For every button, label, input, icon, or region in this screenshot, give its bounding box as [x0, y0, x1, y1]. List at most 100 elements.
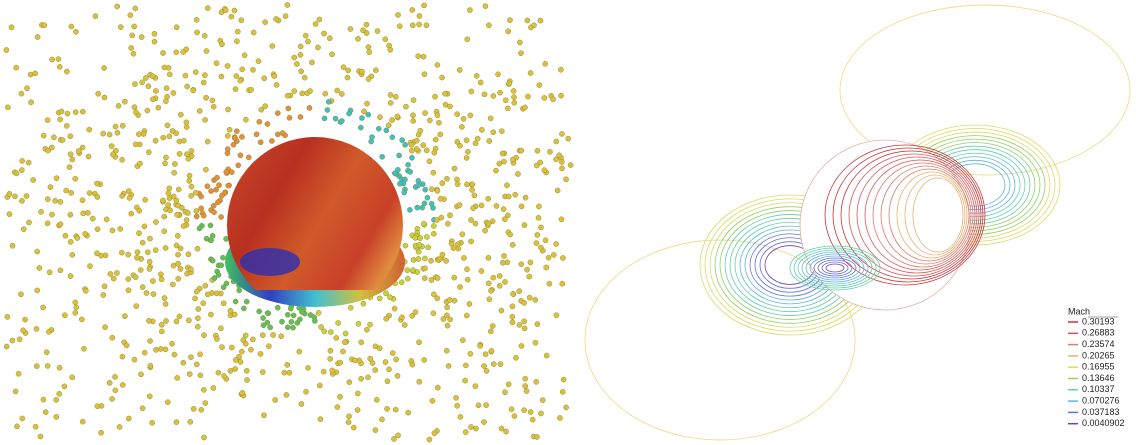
particle	[510, 291, 516, 297]
particle	[33, 326, 40, 332]
particle	[234, 38, 240, 44]
particle	[72, 109, 79, 115]
particle	[23, 193, 30, 199]
particle	[218, 214, 224, 220]
particle	[387, 100, 394, 106]
particle	[79, 316, 85, 323]
particle	[202, 117, 208, 123]
particle	[188, 183, 195, 190]
particle	[279, 130, 286, 136]
particle	[158, 276, 165, 283]
contour-view	[584, 4, 1131, 441]
particle	[278, 333, 284, 340]
particle	[211, 275, 218, 281]
particle	[237, 359, 244, 365]
particle	[477, 343, 483, 349]
particle	[428, 257, 434, 264]
particle	[473, 73, 480, 79]
particle	[122, 313, 128, 319]
particle	[410, 97, 417, 103]
particle	[463, 362, 469, 369]
particle	[294, 61, 300, 67]
particle	[451, 274, 458, 281]
particle	[325, 99, 332, 105]
particle	[250, 336, 256, 343]
particle	[261, 412, 267, 419]
particle	[546, 280, 553, 287]
particle	[127, 12, 134, 18]
particle	[123, 342, 130, 349]
particle	[129, 32, 136, 39]
particle	[151, 38, 158, 45]
particle	[179, 204, 185, 211]
particle	[547, 149, 553, 155]
particle	[80, 210, 87, 217]
particle	[101, 65, 107, 71]
particle	[243, 368, 250, 374]
particle	[527, 409, 534, 415]
particle	[297, 316, 303, 323]
particle	[463, 155, 470, 161]
particle	[149, 419, 155, 426]
particle	[200, 212, 207, 219]
particle	[462, 429, 469, 435]
contour	[813, 257, 857, 279]
particle	[454, 241, 461, 248]
particle	[417, 127, 424, 134]
particle	[146, 393, 153, 400]
particle	[66, 164, 73, 170]
particle	[429, 186, 435, 192]
particle	[260, 315, 266, 321]
particle	[426, 436, 433, 443]
particle	[279, 318, 285, 325]
particle	[543, 264, 550, 271]
particle	[396, 23, 403, 29]
particle	[177, 266, 184, 272]
particle	[186, 317, 192, 324]
particle	[19, 198, 25, 204]
particle	[51, 134, 57, 141]
particle	[359, 68, 365, 75]
particle	[197, 351, 203, 358]
particle	[434, 295, 441, 302]
particle	[291, 88, 298, 94]
particle	[543, 352, 550, 359]
particle	[106, 131, 113, 138]
particle	[19, 415, 26, 422]
particle	[509, 303, 516, 310]
particle	[34, 34, 41, 40]
particle	[321, 30, 327, 37]
particle	[436, 119, 442, 126]
particle	[250, 67, 256, 73]
particle	[534, 434, 540, 440]
particle	[242, 332, 249, 339]
particle	[284, 2, 291, 8]
particle	[274, 304, 281, 311]
particle	[496, 273, 503, 279]
particle	[270, 332, 276, 338]
particle	[72, 310, 79, 316]
particle	[117, 226, 123, 232]
particle	[402, 142, 408, 148]
particle	[505, 28, 512, 35]
particle	[73, 304, 80, 311]
particle	[439, 180, 446, 186]
particle	[131, 104, 138, 110]
particle	[169, 340, 175, 347]
particle	[542, 61, 548, 67]
particle	[180, 359, 187, 366]
particle	[241, 305, 247, 312]
particle	[122, 98, 128, 105]
particle	[20, 327, 26, 334]
particle	[345, 419, 352, 425]
particle	[443, 258, 449, 264]
particle	[446, 297, 453, 303]
particle	[27, 71, 34, 78]
particle	[139, 284, 146, 290]
particle	[364, 326, 370, 333]
particle	[538, 224, 544, 231]
particle	[407, 207, 413, 213]
particle	[409, 147, 415, 154]
particle	[527, 70, 534, 76]
particle	[24, 85, 30, 92]
